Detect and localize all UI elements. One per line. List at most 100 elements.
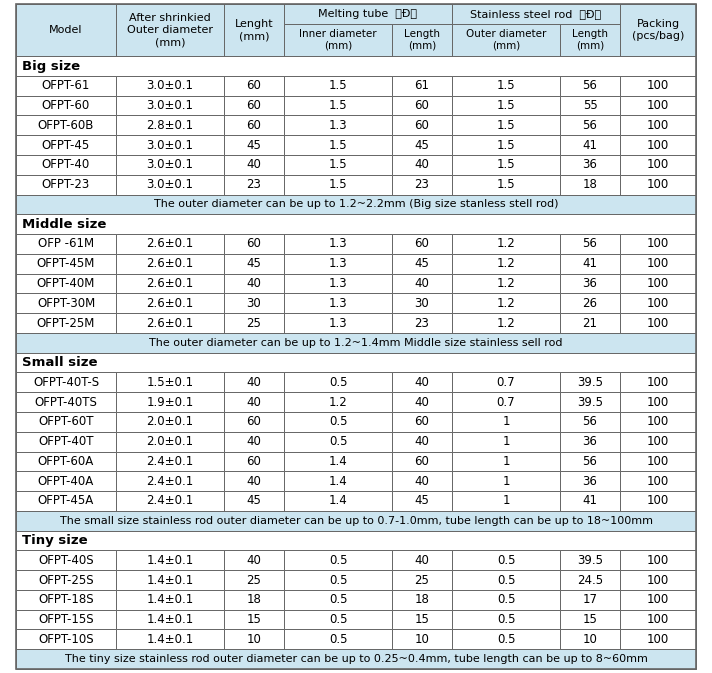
- Bar: [392, 76, 452, 96]
- Bar: [284, 4, 452, 24]
- Bar: [392, 313, 452, 333]
- Text: 1.3: 1.3: [329, 257, 347, 270]
- Bar: [620, 491, 696, 511]
- Bar: [620, 590, 696, 610]
- Text: 60: 60: [414, 415, 429, 429]
- Text: 1.2: 1.2: [329, 396, 347, 409]
- Text: 100: 100: [647, 594, 669, 606]
- Bar: [16, 175, 116, 194]
- Text: 10: 10: [582, 633, 597, 646]
- Bar: [16, 530, 696, 551]
- Text: OFPT-23: OFPT-23: [42, 178, 90, 191]
- Bar: [116, 76, 224, 96]
- Bar: [452, 116, 560, 135]
- Text: 1: 1: [502, 415, 510, 429]
- Bar: [224, 590, 284, 610]
- Text: 25: 25: [246, 573, 261, 587]
- Bar: [392, 491, 452, 511]
- Text: 40: 40: [246, 158, 261, 172]
- Bar: [392, 471, 452, 491]
- Text: Big size: Big size: [22, 59, 80, 73]
- Bar: [16, 333, 696, 353]
- Text: 40: 40: [414, 554, 429, 567]
- Bar: [620, 76, 696, 96]
- Bar: [560, 234, 620, 254]
- Text: 100: 100: [647, 495, 669, 507]
- Text: 60: 60: [414, 238, 429, 250]
- Bar: [284, 293, 392, 313]
- Text: The tiny size stainless rod outer diameter can be up to 0.25~0.4mm, tube length : The tiny size stainless rod outer diamet…: [65, 654, 647, 664]
- Bar: [16, 570, 116, 590]
- Text: 15: 15: [246, 613, 261, 626]
- Text: 100: 100: [647, 435, 669, 448]
- Text: OFPT-40S: OFPT-40S: [38, 554, 94, 567]
- Text: 1.4±0.1: 1.4±0.1: [147, 573, 194, 587]
- Bar: [620, 234, 696, 254]
- Bar: [224, 610, 284, 629]
- Bar: [620, 372, 696, 392]
- Text: 56: 56: [582, 79, 597, 92]
- Text: 1.4±0.1: 1.4±0.1: [147, 554, 194, 567]
- Bar: [224, 76, 284, 96]
- Text: OFPT-40T-S: OFPT-40T-S: [33, 376, 99, 389]
- Text: 40: 40: [246, 435, 261, 448]
- Bar: [392, 155, 452, 175]
- Text: 40: 40: [414, 158, 429, 172]
- Text: 100: 100: [647, 178, 669, 191]
- Bar: [16, 353, 696, 372]
- Text: 100: 100: [647, 455, 669, 468]
- Text: Melting tube  （Ð）: Melting tube （Ð）: [318, 9, 417, 19]
- Bar: [224, 392, 284, 412]
- Bar: [116, 116, 224, 135]
- Bar: [452, 96, 560, 116]
- Bar: [16, 4, 696, 56]
- Bar: [452, 590, 560, 610]
- Bar: [224, 452, 284, 471]
- Bar: [392, 24, 452, 56]
- Text: 1.4±0.1: 1.4±0.1: [147, 633, 194, 646]
- Text: 30: 30: [414, 297, 429, 310]
- Bar: [560, 491, 620, 511]
- Text: 1.5: 1.5: [497, 119, 515, 132]
- Bar: [620, 96, 696, 116]
- Text: Tiny size: Tiny size: [22, 534, 88, 547]
- Text: 100: 100: [647, 238, 669, 250]
- Bar: [452, 76, 560, 96]
- Bar: [116, 570, 224, 590]
- Text: 2.4±0.1: 2.4±0.1: [147, 474, 194, 488]
- Text: OFPT-60T: OFPT-60T: [38, 415, 94, 429]
- Bar: [560, 610, 620, 629]
- Text: The outer diameter can be up to 1.2~1.4mm Middle size stainless sell rod: The outer diameter can be up to 1.2~1.4m…: [150, 338, 562, 348]
- Text: 1.3: 1.3: [329, 238, 347, 250]
- Text: 100: 100: [647, 376, 669, 389]
- Text: 2.6±0.1: 2.6±0.1: [147, 297, 194, 310]
- Bar: [560, 471, 620, 491]
- Bar: [392, 570, 452, 590]
- Bar: [284, 254, 392, 274]
- Bar: [620, 412, 696, 432]
- Bar: [560, 24, 620, 56]
- Text: 1.5: 1.5: [329, 158, 347, 172]
- Text: 2.4±0.1: 2.4±0.1: [147, 495, 194, 507]
- Text: 24.5: 24.5: [577, 573, 603, 587]
- Text: 1.4: 1.4: [329, 495, 347, 507]
- Bar: [116, 590, 224, 610]
- Bar: [284, 629, 392, 649]
- Bar: [392, 96, 452, 116]
- Text: 1.5±0.1: 1.5±0.1: [147, 376, 194, 389]
- Text: 0.5: 0.5: [497, 573, 515, 587]
- Bar: [392, 590, 452, 610]
- Text: 60: 60: [414, 455, 429, 468]
- Text: Small size: Small size: [22, 356, 98, 369]
- Text: 0.7: 0.7: [497, 376, 515, 389]
- Bar: [116, 175, 224, 194]
- Text: 45: 45: [414, 257, 429, 270]
- Bar: [452, 155, 560, 175]
- Text: 0.5: 0.5: [329, 415, 347, 429]
- Text: 100: 100: [647, 396, 669, 409]
- Text: 36: 36: [582, 277, 597, 290]
- Bar: [224, 116, 284, 135]
- Text: 36: 36: [582, 158, 597, 172]
- Bar: [116, 629, 224, 649]
- Text: 100: 100: [647, 613, 669, 626]
